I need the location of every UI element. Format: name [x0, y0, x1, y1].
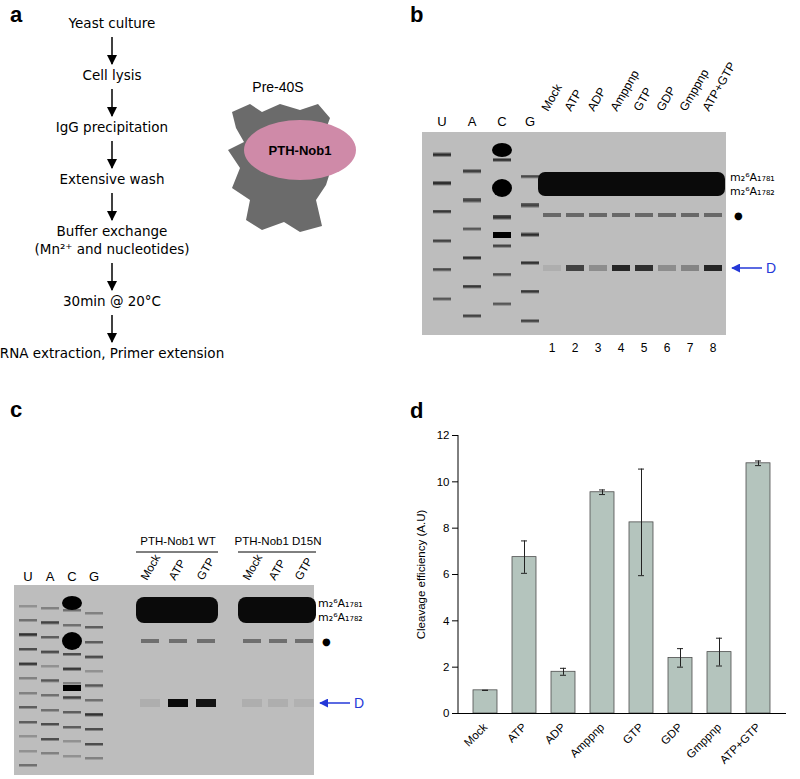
svg-text:C: C [67, 569, 76, 584]
svg-text:c: c [10, 397, 22, 422]
svg-text:Mock: Mock [240, 552, 264, 582]
svg-text:Cell lysis: Cell lysis [82, 67, 141, 83]
svg-text:RNA extraction, Primer extensi: RNA extraction, Primer extension [0, 345, 224, 361]
svg-text:ATP: ATP [266, 557, 287, 582]
svg-text:G: G [89, 569, 99, 584]
svg-text:ADP: ADP [584, 85, 608, 113]
svg-text:m₂⁶A₁₇₈₂: m₂⁶A₁₇₈₂ [318, 611, 363, 624]
svg-text:C: C [497, 114, 506, 129]
svg-text:PTH-Nob1 D15N: PTH-Nob1 D15N [235, 535, 322, 547]
svg-text:m₂⁶A₁₇₈₂: m₂⁶A₁₇₈₂ [730, 185, 775, 198]
svg-text:ATP+GTP: ATP+GTP [717, 721, 762, 766]
svg-text:A: A [468, 114, 477, 129]
svg-text:U: U [23, 569, 32, 584]
svg-text:6: 6 [664, 341, 671, 355]
svg-text:0: 0 [443, 707, 449, 719]
svg-text:Gmppnp: Gmppnp [676, 66, 712, 114]
svg-text:8: 8 [443, 522, 449, 534]
html-text:d: d [410, 398, 424, 423]
svg-text:ATP: ATP [561, 87, 584, 113]
svg-text:3: 3 [595, 341, 602, 355]
svg-text:GDP: GDP [653, 84, 678, 114]
svg-text:4: 4 [443, 615, 450, 627]
svg-text:GTP: GTP [620, 721, 645, 746]
svg-text:Pre-40S: Pre-40S [252, 79, 303, 95]
svg-text:m₂⁶A₁₇₈₁: m₂⁶A₁₇₈₁ [318, 597, 363, 610]
svg-text:U: U [437, 114, 446, 129]
svg-text:7: 7 [687, 341, 694, 355]
svg-text:G: G [525, 114, 535, 129]
svg-text:D: D [766, 260, 776, 276]
svg-text:30min @ 20°C: 30min @ 20°C [63, 293, 161, 309]
svg-text:Yeast culture: Yeast culture [68, 15, 156, 31]
svg-text:Gmppnp: Gmppnp [684, 721, 724, 761]
svg-text:D: D [354, 695, 364, 711]
svg-text:ATP+GTP: ATP+GTP [699, 60, 738, 114]
svg-text:a: a [10, 2, 23, 27]
svg-text:m₂⁶A₁₇₈₁: m₂⁶A₁₇₈₁ [730, 171, 775, 184]
svg-text:ATP: ATP [166, 557, 187, 582]
svg-text:●: ● [322, 636, 331, 647]
svg-text:GTP: GTP [292, 555, 314, 582]
svg-text:2: 2 [572, 341, 579, 355]
svg-text:PTH-Nob1 WT: PTH-Nob1 WT [140, 535, 215, 547]
svg-text:2: 2 [443, 661, 449, 673]
svg-text:●: ● [734, 210, 743, 221]
svg-text:(Mn²⁺ and nucleotides): (Mn²⁺ and nucleotides) [34, 241, 189, 257]
svg-text:12: 12 [437, 429, 450, 441]
svg-text:A: A [46, 569, 55, 584]
svg-text:Mock: Mock [138, 552, 162, 582]
svg-text:Mock: Mock [462, 721, 490, 749]
svg-text:b: b [410, 2, 423, 27]
svg-text:Extensive wash: Extensive wash [60, 171, 165, 187]
svg-text:PTH-Nob1: PTH-Nob1 [269, 143, 332, 158]
svg-text:4: 4 [618, 341, 625, 355]
svg-text:IgG precipitation: IgG precipitation [56, 119, 168, 135]
svg-text:Cleavage efficiency (A.U): Cleavage efficiency (A.U) [415, 510, 427, 640]
svg-text:10: 10 [437, 476, 450, 488]
svg-text:ATP: ATP [505, 721, 529, 745]
svg-text:5: 5 [641, 341, 648, 355]
svg-text:Amppnp: Amppnp [607, 67, 642, 114]
svg-text:Mock: Mock [538, 81, 565, 114]
svg-text:ADP: ADP [542, 721, 567, 746]
svg-text:Amppnp: Amppnp [568, 721, 607, 760]
svg-text:GTP: GTP [630, 85, 654, 113]
svg-text:GTP: GTP [194, 555, 216, 582]
svg-text:1: 1 [549, 341, 556, 355]
svg-text:Buffer exchange: Buffer exchange [57, 223, 168, 239]
svg-text:GDP: GDP [658, 721, 684, 747]
svg-text:6: 6 [443, 568, 449, 580]
svg-text:8: 8 [710, 341, 717, 355]
